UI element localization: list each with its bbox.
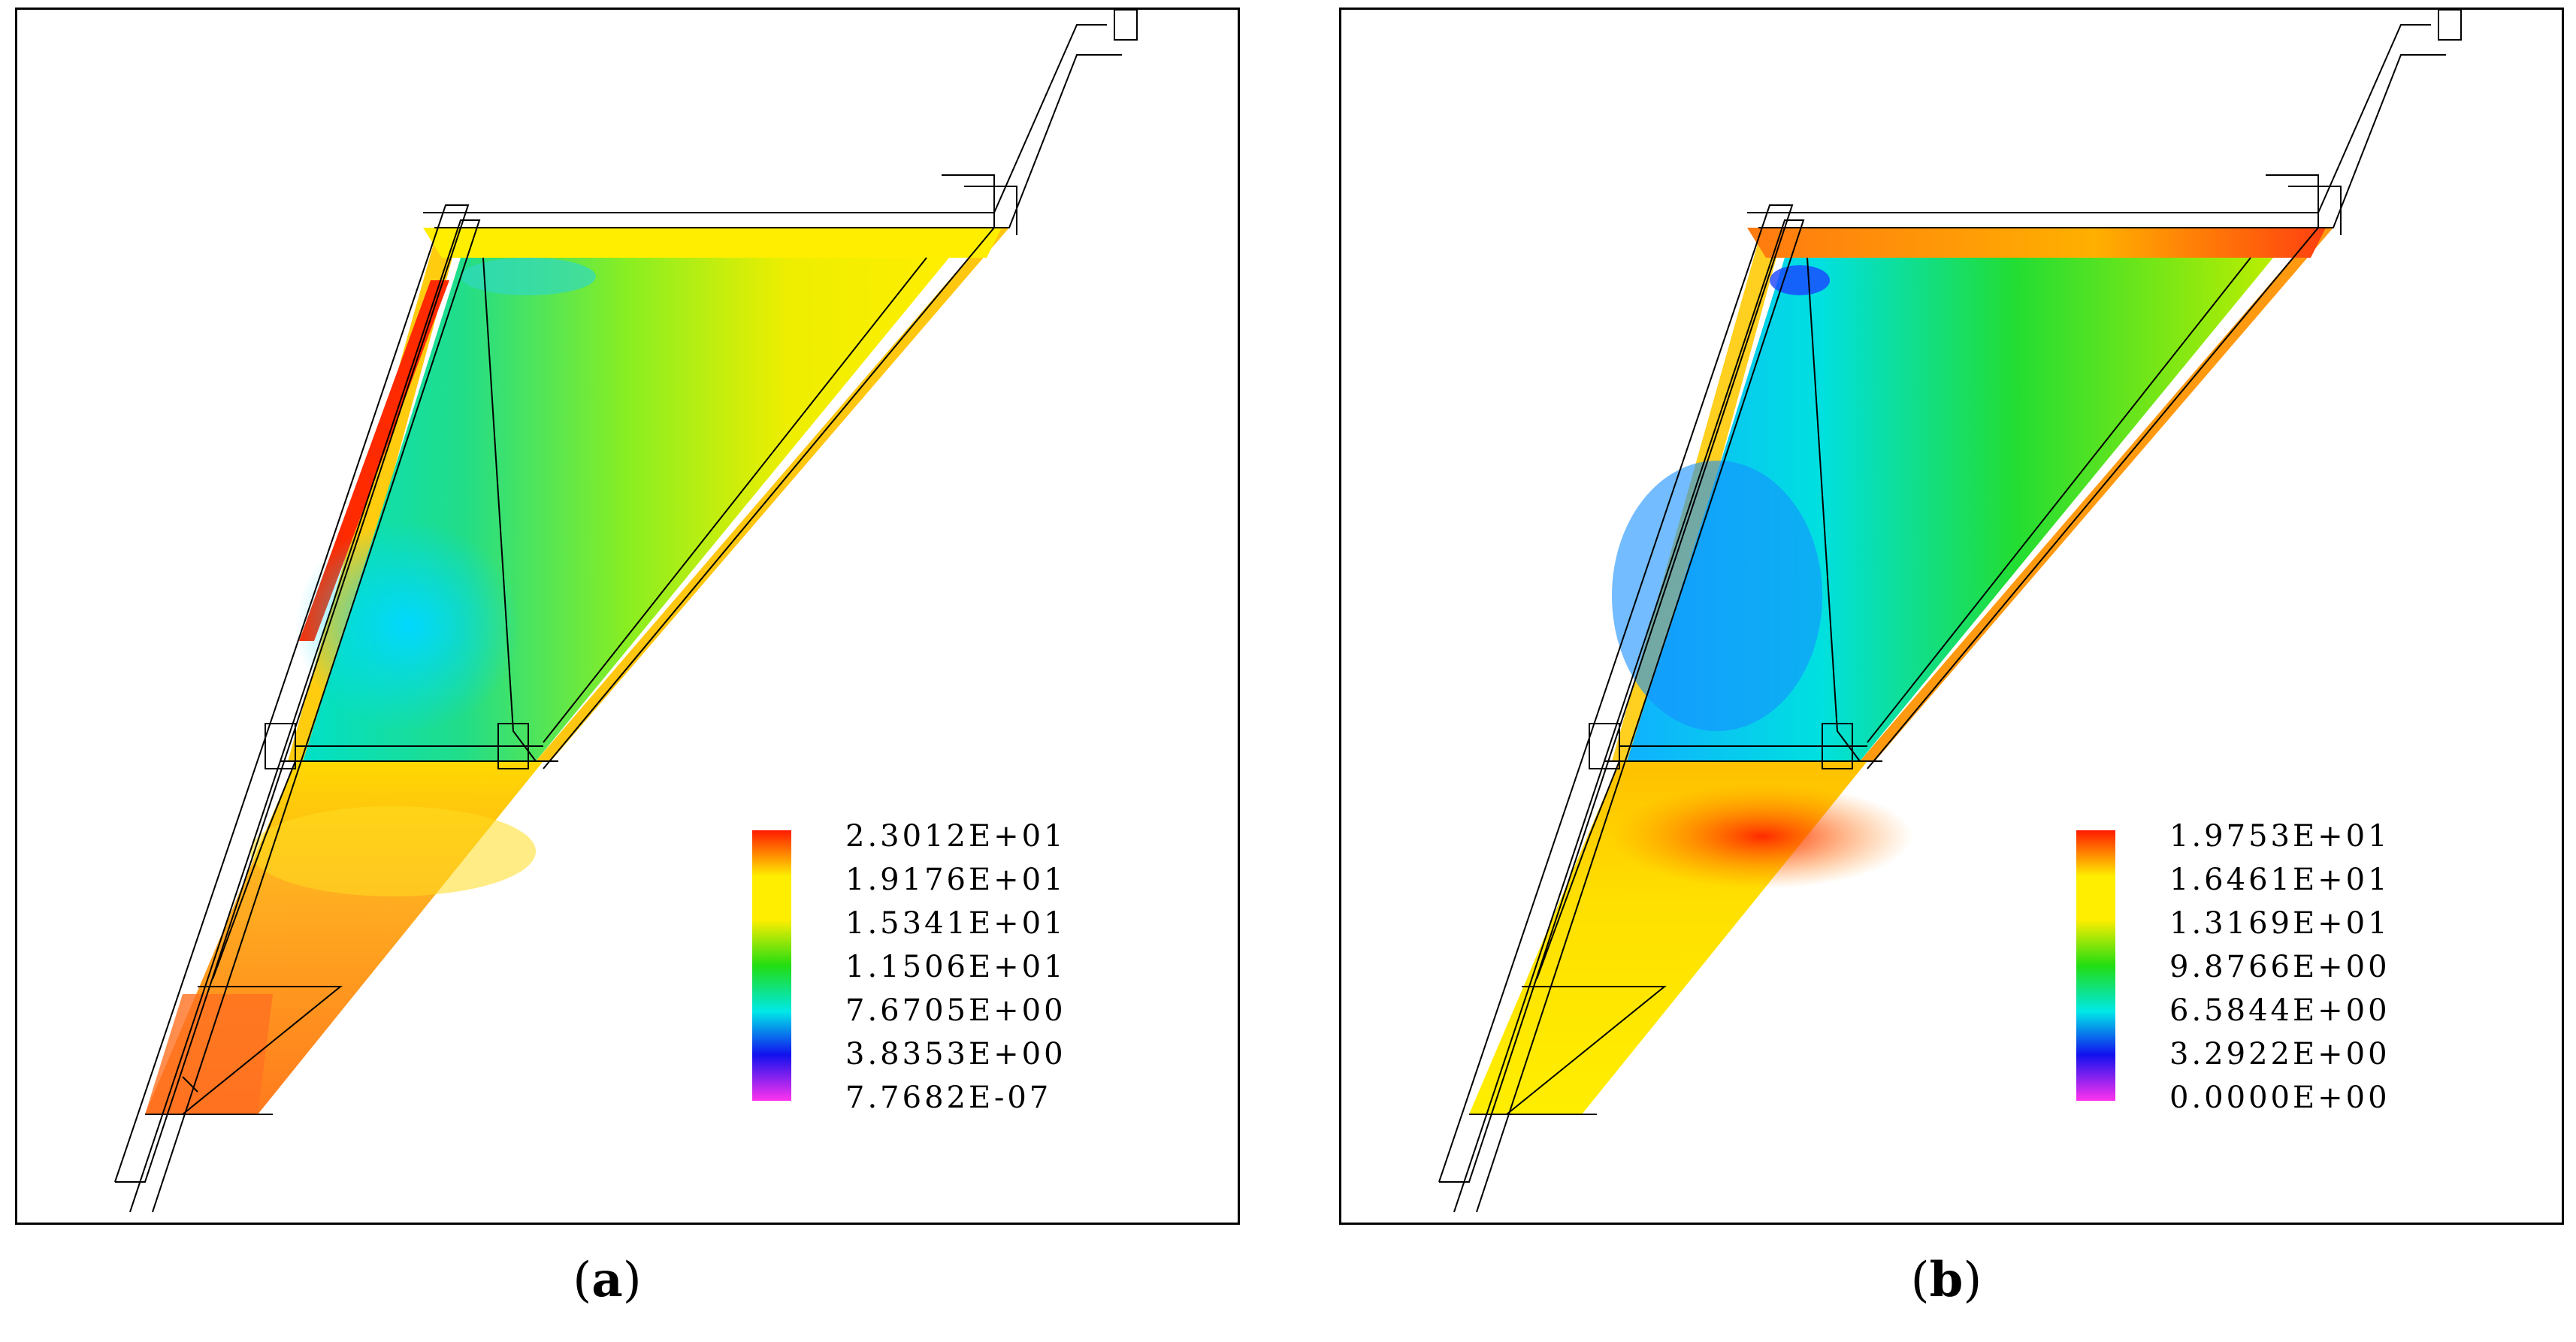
legend-label: 0.0000E+00 xyxy=(2169,1081,2390,1115)
legend-label: 7.6705E+00 xyxy=(845,993,1066,1028)
legend-label: 6.5844E+00 xyxy=(2169,993,2390,1028)
legend-label: 1.9176E+01 xyxy=(845,863,1066,897)
caption-letter: a xyxy=(591,1252,623,1308)
wing-contour-plot-a xyxy=(114,10,1138,1213)
blue-spot xyxy=(1770,265,1830,295)
caption-close-paren: ) xyxy=(1963,1253,1982,1308)
wireframe xyxy=(1438,10,2462,1213)
contour-panel-b: 1.9753E+01 1.6461E+01 1.3169E+01 9.8766E… xyxy=(1339,8,2564,1225)
upper-spar-band xyxy=(423,228,1002,258)
contour-panel-a: 2.3012E+01 1.9176E+01 1.5341E+01 1.1506E… xyxy=(15,8,1240,1225)
hot-region xyxy=(1612,784,1912,889)
lower-glow xyxy=(250,806,536,896)
caption-close-paren: ) xyxy=(622,1253,642,1308)
low-value-patch xyxy=(1612,461,1822,731)
legend-label: 1.9753E+01 xyxy=(2169,819,2390,854)
legend-label: 3.2922E+00 xyxy=(2169,1037,2390,1071)
legend-label: 1.6461E+01 xyxy=(2169,863,2390,897)
legend-label: 2.3012E+01 xyxy=(845,819,1066,854)
caption-letter: b xyxy=(1929,1252,1964,1308)
legend-label: 3.8353E+00 xyxy=(845,1037,1066,1071)
caption-a: (a) xyxy=(532,1256,682,1305)
colorbar-a xyxy=(752,830,791,1101)
colorbar-b xyxy=(2076,830,2115,1101)
wing-contour-plot-b xyxy=(1438,10,2462,1213)
legend-label: 1.3169E+01 xyxy=(2169,906,2390,941)
legend-label: 1.1506E+01 xyxy=(845,950,1066,984)
legend-label: 9.8766E+00 xyxy=(2169,950,2390,984)
caption-open-paren: ( xyxy=(573,1253,592,1308)
wireframe xyxy=(114,10,1138,1213)
low-value-patch xyxy=(295,521,521,731)
upper-cyan-patch xyxy=(461,258,596,295)
caption-b: (b) xyxy=(1871,1256,2021,1305)
legend-label: 7.7682E-07 xyxy=(845,1081,1052,1115)
legend-label: 1.5341E+01 xyxy=(845,906,1066,941)
upper-spar-band xyxy=(1747,228,2326,258)
root-block xyxy=(145,994,273,1114)
caption-open-paren: ( xyxy=(1910,1253,1930,1308)
